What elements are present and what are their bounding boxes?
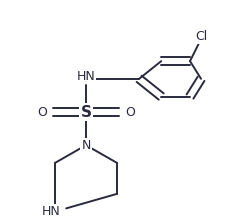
Text: Cl: Cl xyxy=(195,30,207,43)
Text: S: S xyxy=(80,105,91,119)
Text: HN: HN xyxy=(77,70,95,83)
Text: O: O xyxy=(125,106,135,118)
Text: N: N xyxy=(81,139,91,152)
Text: HN: HN xyxy=(41,205,60,218)
Text: O: O xyxy=(37,106,47,118)
